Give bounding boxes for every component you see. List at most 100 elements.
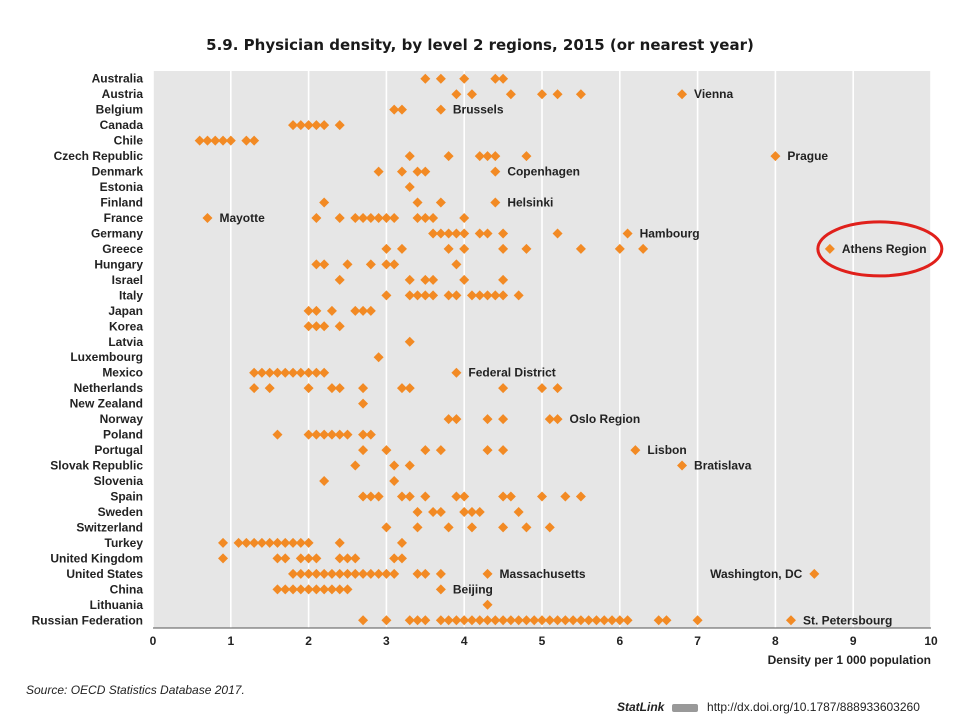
y-category-label: New Zealand (70, 397, 143, 411)
data-point-marker (373, 491, 384, 502)
data-point-marker (544, 414, 555, 425)
data-point-marker (552, 414, 563, 425)
data-point-marker (326, 584, 337, 595)
y-category-label: Australia (92, 72, 144, 86)
x-tick-label: 9 (850, 634, 857, 648)
data-point-marker (420, 166, 431, 177)
data-point-marker (466, 506, 477, 517)
data-point-marker (389, 476, 400, 487)
data-point-marker (498, 522, 509, 533)
data-point-marker (326, 568, 337, 579)
data-point-marker (319, 584, 330, 595)
data-point-marker (381, 615, 392, 626)
data-point-marker (521, 151, 532, 162)
data-point-marker (334, 274, 345, 285)
data-point-marker (482, 151, 493, 162)
region-annotation: Lisbon (647, 443, 686, 457)
data-point-marker (412, 522, 423, 533)
data-point-marker (311, 305, 322, 316)
data-point-marker (358, 398, 369, 409)
data-point-marker (420, 491, 431, 502)
y-category-label: Hungary (94, 257, 143, 271)
x-tick-label: 10 (924, 634, 938, 648)
data-point-marker (396, 537, 407, 548)
data-point-marker (435, 568, 446, 579)
data-point-marker (451, 414, 462, 425)
data-point-marker (428, 290, 439, 301)
data-point-marker (498, 414, 509, 425)
data-point-marker (311, 429, 322, 440)
region-annotation: Athens Region (842, 242, 927, 256)
data-point-marker (303, 553, 314, 564)
data-point-marker (319, 429, 330, 440)
data-point-marker (466, 290, 477, 301)
region-annotation: Mayotte (219, 211, 265, 225)
data-point-marker (303, 584, 314, 595)
data-point-marker (334, 584, 345, 595)
data-point-marker (319, 197, 330, 208)
data-point-marker (218, 135, 229, 146)
statlink-label: StatLink (617, 700, 665, 714)
y-category-label: Sweden (98, 505, 143, 519)
data-point-marker (474, 506, 485, 517)
data-point-marker (521, 243, 532, 254)
data-point-marker (334, 212, 345, 223)
data-point-marker (373, 212, 384, 223)
x-tick-label: 4 (461, 634, 468, 648)
data-point-marker (474, 615, 485, 626)
data-point-marker (638, 243, 649, 254)
data-point-marker (326, 305, 337, 316)
y-category-label: Greece (102, 242, 143, 256)
data-point-marker (326, 383, 337, 394)
data-point-marker (630, 445, 641, 456)
data-point-marker (552, 383, 563, 394)
data-point-marker (264, 537, 275, 548)
data-point-marker (498, 243, 509, 254)
data-point-marker (358, 445, 369, 456)
y-category-label: Netherlands (74, 381, 144, 395)
region-annotation: Vienna (694, 87, 733, 101)
y-category-label: Chile (114, 134, 144, 148)
statlink-url[interactable]: http://dx.doi.org/10.1787/888933603260 (707, 700, 920, 714)
data-point-marker (607, 615, 618, 626)
data-point-marker (568, 615, 579, 626)
data-point-marker (249, 537, 260, 548)
data-point-marker (233, 537, 244, 548)
data-point-marker (490, 151, 501, 162)
data-point-marker (249, 135, 260, 146)
data-point-marker (420, 274, 431, 285)
data-point-marker (295, 553, 306, 564)
data-point-marker (288, 120, 299, 131)
region-annotation: St. Petersbourg (803, 613, 892, 627)
statlink[interactable]: StatLink http://dx.doi.org/10.1787/88893… (617, 700, 920, 714)
region-annotation: Washington, DC (710, 567, 803, 581)
data-point-marker (404, 460, 415, 471)
data-point-marker (537, 89, 547, 100)
data-point-marker (482, 290, 493, 301)
data-point-marker (358, 305, 369, 316)
data-point-marker (350, 568, 361, 579)
data-point-marker (396, 166, 407, 177)
data-point-marker (280, 553, 291, 564)
data-point-marker (311, 321, 322, 332)
x-tick-label: 8 (772, 634, 779, 648)
data-point-marker (482, 599, 493, 610)
data-point-marker (350, 212, 361, 223)
data-point-marker (466, 615, 477, 626)
data-point-marker (412, 615, 423, 626)
data-point-marker (249, 383, 260, 394)
data-point-marker (319, 120, 330, 131)
data-point-marker (498, 615, 509, 626)
data-point-marker (389, 259, 400, 270)
x-tick-label: 0 (150, 634, 157, 648)
data-point-marker (560, 491, 571, 502)
data-point-marker (319, 568, 330, 579)
data-point-marker (210, 135, 221, 146)
y-category-label: Germany (91, 226, 143, 240)
y-category-label: China (110, 582, 144, 596)
data-point-marker (474, 228, 485, 239)
data-point-marker (334, 120, 345, 131)
data-point-marker (435, 615, 446, 626)
data-point-marker (288, 584, 299, 595)
data-point-marker (295, 537, 306, 548)
